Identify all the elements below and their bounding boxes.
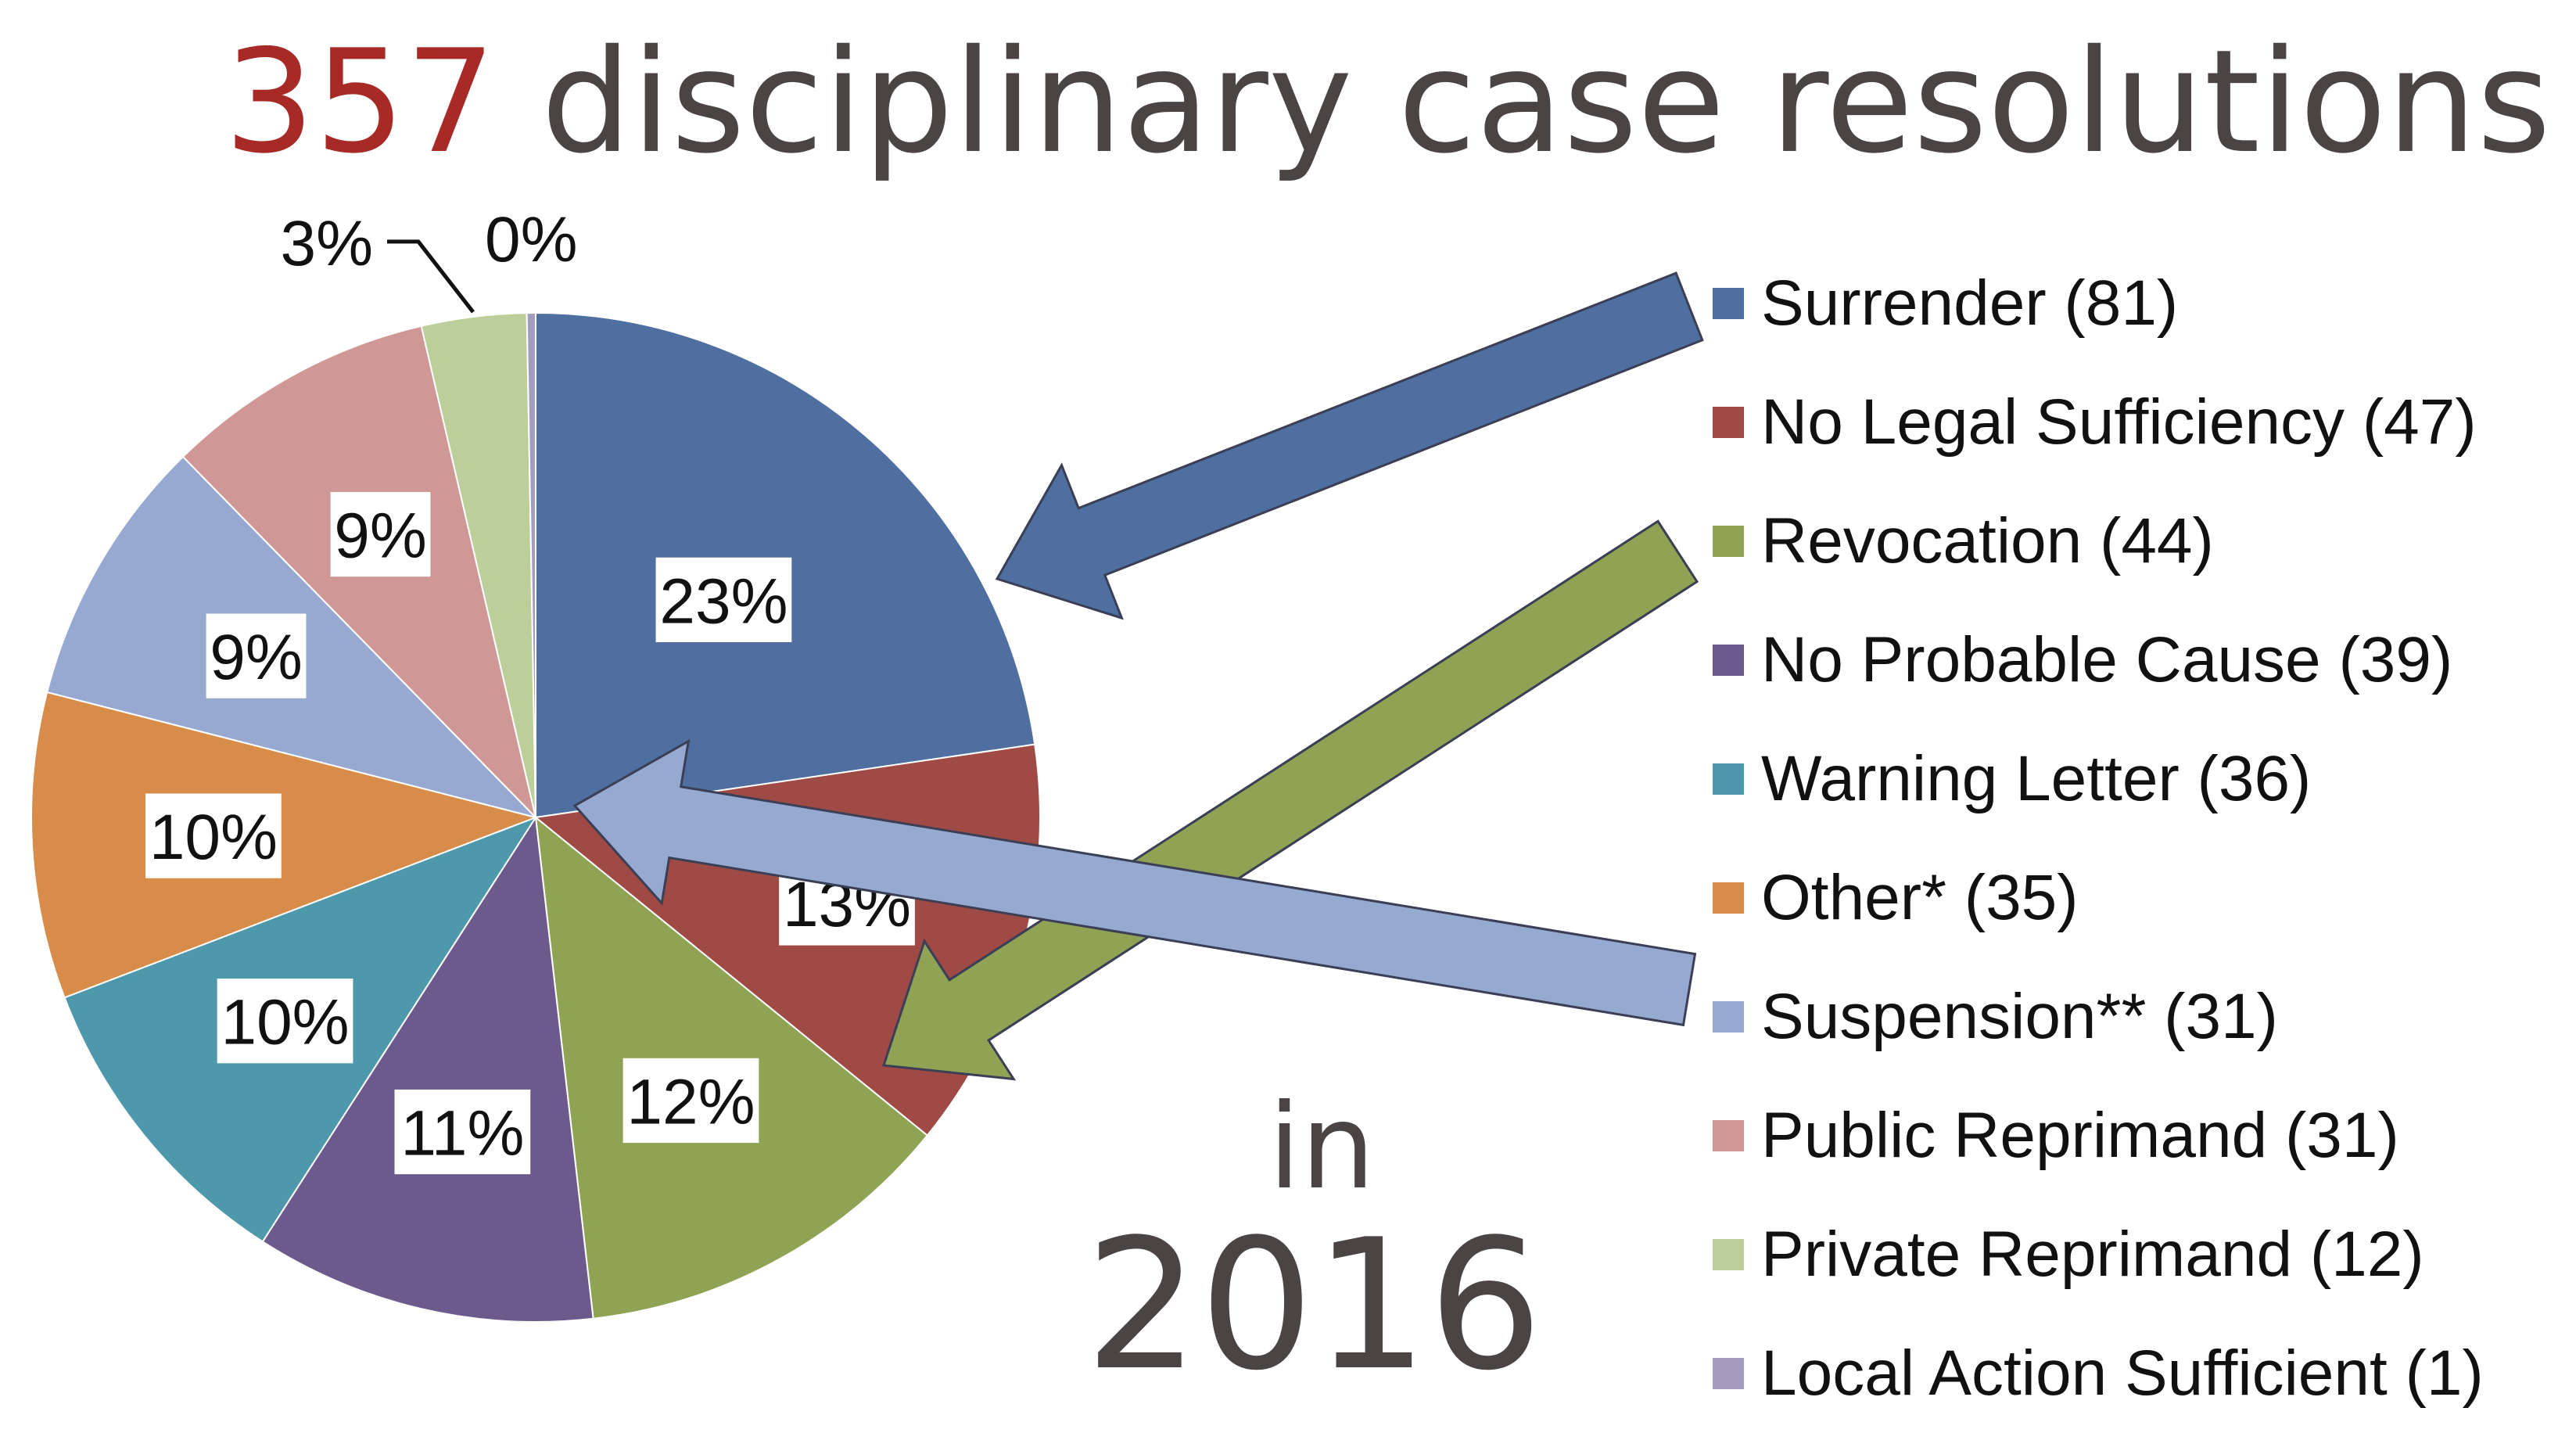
legend-item: Suspension** (31) [1713,957,2573,1076]
legend-swatch [1713,1120,1744,1151]
arrows [572,271,1704,1081]
slice-other [30,691,539,999]
data-label-box [394,1089,531,1175]
data-label: 9% [210,622,303,693]
data-label-box [622,1058,759,1144]
legend-swatch [1713,288,1744,319]
legend-label: Warning Letter (36) [1761,743,2312,814]
data-label: 23% [659,566,788,637]
data-label: 11% [400,1098,524,1169]
data-label: 10% [221,987,349,1058]
legend-label: Public Reprimand (31) [1761,1100,2399,1171]
data-label: 9% [334,501,427,572]
arrow-surrender [995,271,1704,620]
legend-label: No Legal Sufficiency (47) [1761,386,2477,458]
callout-lines [386,239,475,314]
arrow-revocation [881,519,1699,1081]
legend-swatch [1713,1001,1744,1033]
data-label-box [655,557,792,642]
legend-label: Private Reprimand (12) [1761,1219,2424,1290]
legend-swatch [1713,526,1744,557]
legend-item: Revocation (44) [1713,482,2573,601]
leader-line [386,239,475,314]
data-label-box [330,491,431,577]
legend: Surrender (81) No Legal Sufficiency (47) R… [1713,244,2573,1433]
legend-item: Public Reprimand (31) [1713,1076,2573,1195]
legend-label: Revocation (44) [1761,505,2214,576]
legend-item: No Legal Sufficiency (47) [1713,363,2573,482]
title-text: disciplinary case resolutions [496,19,2551,185]
data-label-box [145,793,282,878]
data-label: 3% [280,208,373,279]
legend-item: Warning Letter (36) [1713,720,2573,839]
data-label: 12% [626,1066,755,1137]
data-label-box [217,979,353,1064]
arrow-suspension [572,738,1697,1027]
legend-label: No Probable Cause (39) [1761,624,2453,695]
legend-swatch [1713,763,1744,795]
legend-label: Local Action Sufficient (1) [1761,1338,2484,1409]
data-label: 10% [149,802,278,873]
slice-local-action-sufficient [526,311,536,818]
legend-item: Surrender (81) [1713,244,2573,363]
percent-labels: 23%13%12%11%10%10%9%9%3% 0% [145,204,915,1175]
legend-swatch [1713,1239,1744,1270]
legend-label: Suspension** (31) [1761,981,2278,1052]
slice-no-probable-cause [261,815,594,1323]
legend-swatch [1713,645,1744,676]
legend-item: Other* (35) [1713,839,2573,957]
data-label-box [206,613,307,699]
legend-label: Other* (35) [1761,862,2079,933]
legend-label: Surrender (81) [1761,268,2179,339]
legend-swatch [1713,882,1744,914]
year-caption-prefix: in [1268,1079,1376,1216]
legend-item: Private Reprimand (12) [1713,1195,2573,1314]
title-count: 357 [224,19,497,185]
chart-title: 357 disciplinary case resolutions [0,16,2551,188]
legend-swatch [1713,407,1744,438]
pie-slices [30,311,1041,1323]
legend-item: Local Action Sufficient (1) [1713,1314,2573,1433]
data-label: 0% [485,204,578,275]
year-caption: 2016 [1085,1201,1543,1410]
legend-item: No Probable Cause (39) [1713,601,2573,720]
legend-swatch [1713,1358,1744,1389]
